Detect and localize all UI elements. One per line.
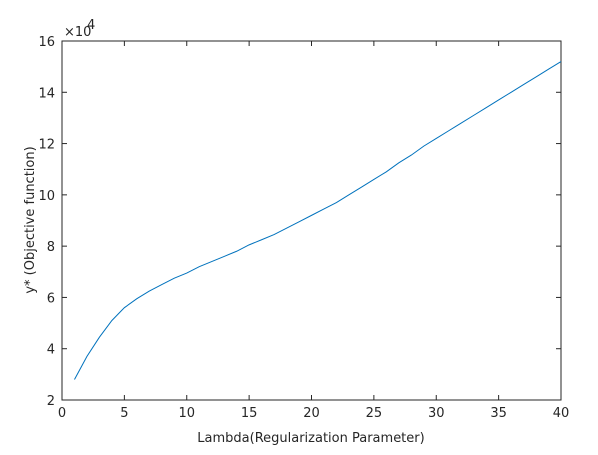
x-tick-label: 30 xyxy=(428,406,445,421)
y-tick-label: 2 xyxy=(47,394,55,409)
y-multiplier: ×10 xyxy=(64,25,91,40)
y-multiplier-exponent: 4 xyxy=(87,18,95,33)
x-tick-label: 35 xyxy=(490,406,507,421)
x-tick-label: 40 xyxy=(553,406,570,421)
y-tick-label: 8 xyxy=(47,240,55,255)
x-tick-label: 15 xyxy=(241,406,258,421)
y-tick-label: 10 xyxy=(38,189,55,204)
line xyxy=(74,61,562,380)
y-tick-label: 16 xyxy=(38,35,55,50)
x-tick-label: 25 xyxy=(366,406,383,421)
y-tick-label: 12 xyxy=(38,138,55,153)
x-tick-label: 20 xyxy=(303,406,320,421)
x-tick-label: 0 xyxy=(58,406,66,421)
y-tick-label: 4 xyxy=(47,343,55,358)
x-tick-label: 5 xyxy=(120,406,128,421)
x-axis-label: Lambda(Regularization Parameter) xyxy=(197,431,424,446)
x-tick-label: 10 xyxy=(178,406,195,421)
y-tick-label: 14 xyxy=(38,86,55,101)
y-tick-label: 6 xyxy=(47,291,55,306)
y-axis-label: y* (Objective function) xyxy=(23,146,38,293)
